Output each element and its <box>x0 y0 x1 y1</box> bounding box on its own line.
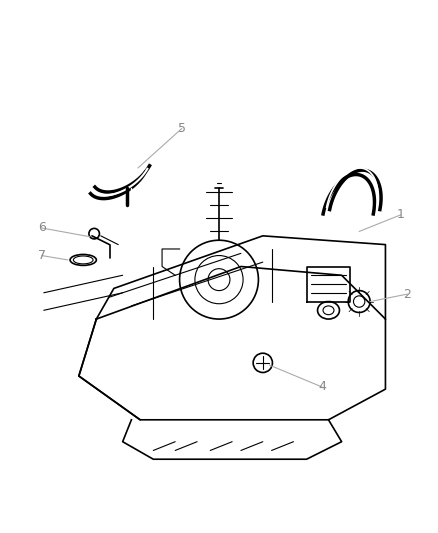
Text: 2: 2 <box>403 288 411 301</box>
Text: 7: 7 <box>38 249 46 262</box>
Text: 4: 4 <box>318 381 326 393</box>
Text: 5: 5 <box>178 122 186 135</box>
Text: 1: 1 <box>397 208 405 221</box>
Text: 6: 6 <box>38 221 46 235</box>
